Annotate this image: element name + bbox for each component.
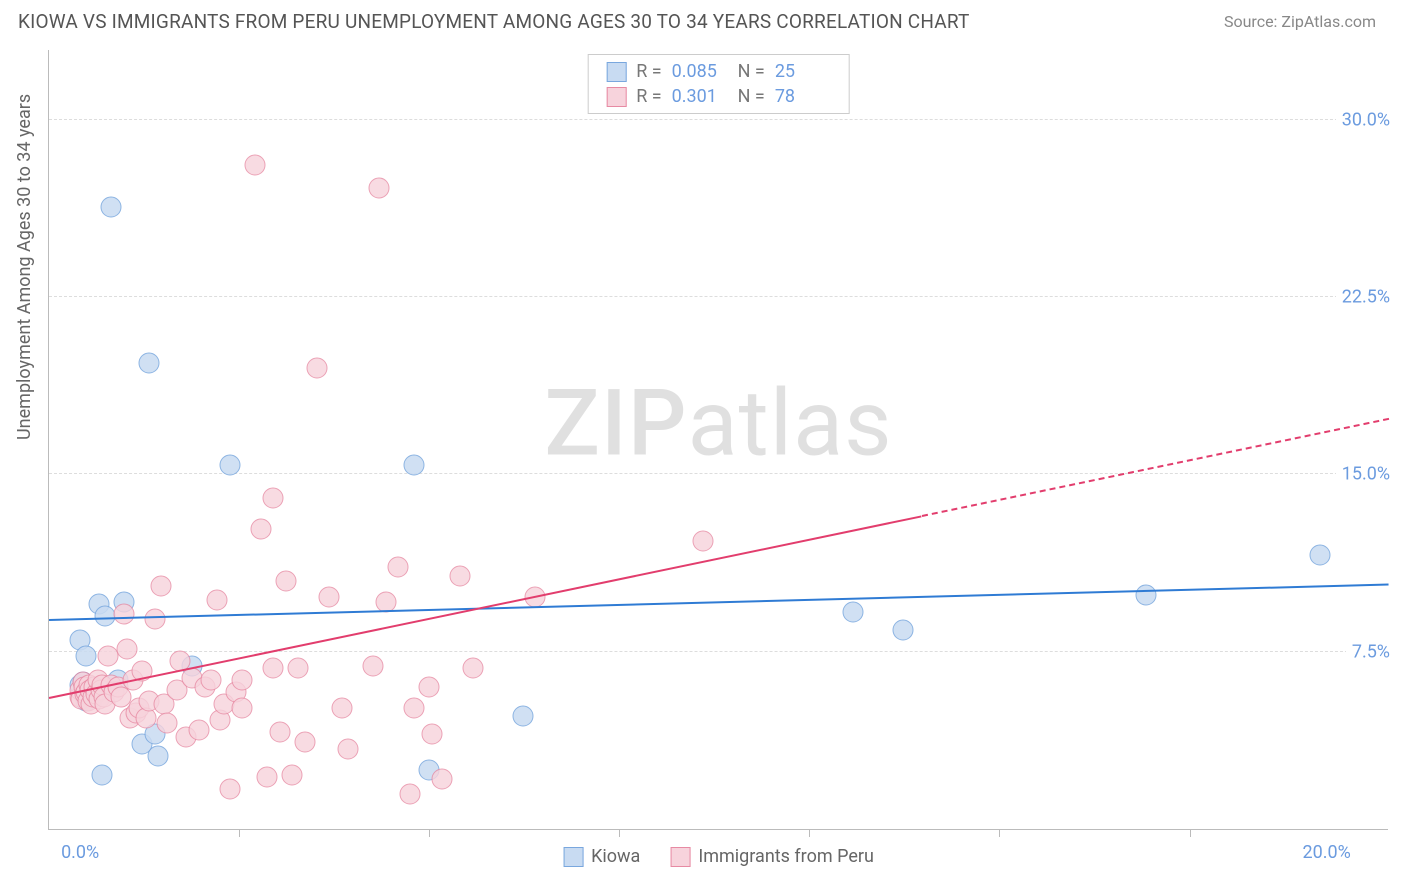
data-point — [269, 722, 290, 743]
y-tick-label: 22.5% — [1336, 287, 1390, 308]
legend-row: R = 0.085 N = 25 — [588, 59, 849, 84]
trend-line — [921, 418, 1389, 517]
gridline — [49, 119, 1388, 120]
x-tick-label: 20.0% — [1303, 842, 1351, 863]
data-point — [219, 455, 240, 476]
data-point — [157, 712, 178, 733]
legend-label: Immigrants from Peru — [698, 846, 874, 867]
data-point — [232, 670, 253, 691]
gridline — [49, 473, 1388, 474]
data-point — [331, 698, 352, 719]
data-point — [257, 767, 278, 788]
data-point — [403, 455, 424, 476]
data-point — [431, 769, 452, 790]
data-point — [101, 197, 122, 218]
series-legend: Kiowa Immigrants from Peru — [563, 846, 874, 867]
data-point — [275, 570, 296, 591]
legend-n-label: N = — [738, 61, 765, 82]
legend-n-label: N = — [738, 86, 765, 107]
data-point — [116, 639, 137, 660]
legend-n-value: 25 — [775, 61, 831, 82]
trend-line — [49, 584, 1389, 621]
gridline — [49, 651, 1388, 652]
chart-plot-area: ZIPatlas R =0.085N =25R =0.301N =78 Kiow… — [48, 50, 1388, 830]
legend-swatch — [563, 847, 583, 867]
legend-n-value: 78 — [775, 86, 831, 107]
legend-swatch — [670, 847, 690, 867]
x-tick — [999, 829, 1000, 837]
y-tick-label: 15.0% — [1336, 464, 1390, 485]
legend-swatch — [606, 62, 626, 82]
data-point — [307, 358, 328, 379]
legend-label: Kiowa — [591, 846, 640, 867]
y-tick-label: 30.0% — [1336, 109, 1390, 130]
watermark: ZIPatlas — [544, 370, 892, 477]
data-point — [232, 698, 253, 719]
data-point — [263, 658, 284, 679]
y-tick-label: 7.5% — [1346, 641, 1390, 662]
data-point — [294, 731, 315, 752]
data-point — [244, 154, 265, 175]
correlation-legend: R = 0.085 N = 25 R = 0.301 N = 78 — [587, 54, 850, 114]
gridline — [49, 296, 1388, 297]
data-point — [843, 601, 864, 622]
chart-title: KIOWA VS IMMIGRANTS FROM PERU UNEMPLOYME… — [18, 10, 970, 33]
data-point — [400, 783, 421, 804]
data-point — [144, 608, 165, 629]
data-point — [219, 778, 240, 799]
data-point — [76, 646, 97, 667]
data-point — [1310, 544, 1331, 565]
x-tick-label: 0.0% — [61, 842, 99, 863]
data-point — [450, 566, 471, 587]
data-point — [363, 655, 384, 676]
data-point — [288, 658, 309, 679]
data-point — [338, 738, 359, 759]
legend-swatch — [606, 87, 626, 107]
data-point — [403, 698, 424, 719]
x-tick — [1190, 829, 1191, 837]
data-point — [263, 488, 284, 509]
x-tick — [619, 829, 620, 837]
x-tick — [809, 829, 810, 837]
data-point — [1135, 585, 1156, 606]
data-point — [462, 658, 483, 679]
data-point — [422, 724, 443, 745]
trend-line — [49, 515, 922, 699]
data-point — [282, 764, 303, 785]
legend-row: R = 0.301 N = 78 — [588, 84, 849, 109]
data-point — [95, 606, 116, 627]
data-point — [419, 677, 440, 698]
data-point — [148, 745, 169, 766]
data-point — [151, 575, 172, 596]
legend-item: Immigrants from Peru — [670, 846, 874, 867]
data-point — [388, 556, 409, 577]
legend-r-value: 0.085 — [672, 61, 728, 82]
legend-r-label: R = — [636, 61, 661, 82]
data-point — [892, 620, 913, 641]
x-tick — [429, 829, 430, 837]
data-point — [138, 353, 159, 374]
data-point — [250, 518, 271, 539]
data-point — [512, 705, 533, 726]
data-point — [207, 589, 228, 610]
data-point — [188, 719, 209, 740]
legend-r-label: R = — [636, 86, 661, 107]
data-point — [91, 764, 112, 785]
data-point — [201, 670, 222, 691]
legend-item: Kiowa — [563, 846, 640, 867]
x-tick — [239, 829, 240, 837]
y-axis-label: Unemployment Among Ages 30 to 34 years — [14, 94, 35, 440]
legend-r-value: 0.301 — [672, 86, 728, 107]
data-point — [369, 178, 390, 199]
data-point — [113, 603, 134, 624]
source-label: Source: ZipAtlas.com — [1224, 12, 1376, 31]
data-point — [319, 587, 340, 608]
data-point — [693, 530, 714, 551]
